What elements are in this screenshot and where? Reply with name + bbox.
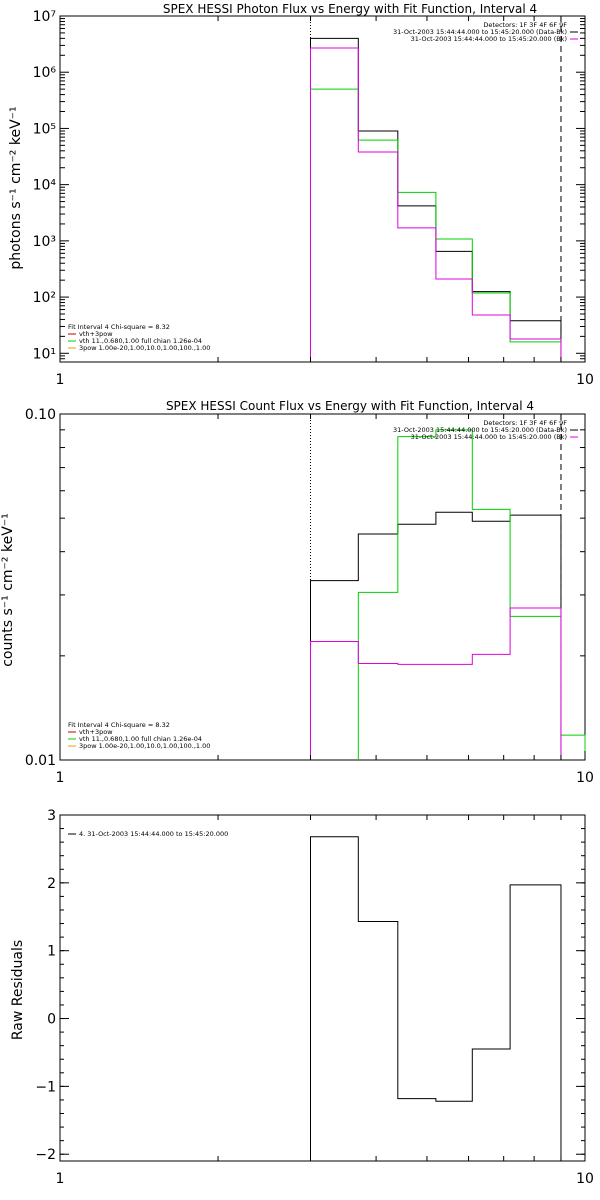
count-flux-panel: SPEX HESSI Count Flux vs Energy with Fit… <box>0 399 594 786</box>
y-tick-label: −2 <box>35 1147 56 1163</box>
y-tick-label: −1 <box>35 1079 56 1095</box>
photon-flux-plot-frame <box>59 15 586 363</box>
legend-entry-text: vth+3pow <box>79 728 113 736</box>
series-0-histogram <box>309 511 562 760</box>
legend-entry-text: Fit Interval 4 Chi-square = 8.32 <box>68 721 170 729</box>
legend-entry-text: 3pow 1.00e-20,1.00,10.0,1.00,100.,1.00 <box>79 742 210 750</box>
residuals-panel: Raw Residuals 1 10 −2 −1 0 1 2 3 4. 31-Oct-2003… <box>10 808 594 1187</box>
y-tick-label: 10⁵ <box>33 121 56 137</box>
y-tick-label: 10¹ <box>33 346 56 362</box>
y-tick-label: 1 <box>47 944 56 960</box>
residuals-legend: 4. 31-Oct-2003 15:44:44.000 to 15:45:20.… <box>68 830 228 838</box>
residuals-ylabel: Raw Residuals <box>10 940 26 1040</box>
series-0-histogram <box>309 836 562 1161</box>
photon-flux-panel: SPEX HESSI Photon Flux vs Energy with Fi… <box>8 2 594 388</box>
series-2-histogram <box>309 47 562 362</box>
count-flux-ylabel: counts s⁻¹ cm⁻² keV⁻¹ <box>0 513 16 667</box>
x-tick-label: 1 <box>56 1171 65 1187</box>
y-tick-label: 3 <box>47 808 56 824</box>
legend-entry-text: vth 11.,0.680,1.00 full chian 1.26e-04 <box>79 337 202 345</box>
count-flux-plot-frame <box>59 413 586 761</box>
y-tick-label: 10³ <box>33 234 56 250</box>
legend-entry-text: vth 11.,0.680,1.00 full chian 1.26e-04 <box>79 735 202 743</box>
series-1-histogram <box>357 429 586 760</box>
legend-entry-text: 3pow 1.00e-20,1.00,10.0,1.00,100.,1.00 <box>79 344 210 352</box>
y-tick-label: 0.01 <box>25 753 56 769</box>
legend-entry-text: 31-Oct-2003 15:44:44.000 to 15:45:20.000… <box>393 28 567 36</box>
y-tick-label: 10⁷ <box>33 9 56 25</box>
y-tick-label: 0 <box>47 1012 56 1028</box>
x-tick-label: 1 <box>56 770 65 786</box>
residuals-plot-frame <box>59 814 586 1162</box>
legend-entry-text: 31-Oct-2003 15:44:44.000 to 15:45:20.000… <box>411 35 567 43</box>
y-tick-label: 10² <box>33 290 56 306</box>
legend-entry-text: Detectors: 1F 3F 4F 6F 9F <box>483 419 567 427</box>
count-flux-legend-bottomleft: Fit Interval 4 Chi-square = 8.32vth+3pow… <box>68 721 210 750</box>
x-tick-label: 10 <box>576 770 594 786</box>
x-tick-label: 1 <box>56 372 65 388</box>
legend-entry-text: 31-Oct-2003 15:44:44.000 to 15:45:20.000… <box>411 433 567 441</box>
y-tick-label: 10⁶ <box>33 65 57 81</box>
count-flux-title: SPEX HESSI Count Flux vs Energy with Fit… <box>166 399 534 413</box>
x-tick-label: 10 <box>576 372 594 388</box>
y-tick-label: 2 <box>47 876 56 892</box>
legend-entry-text: 31-Oct-2003 15:44:44.000 to 15:45:20.000… <box>393 426 567 434</box>
legend-entry-text: Detectors: 1F 3F 4F 6F 9F <box>483 21 567 29</box>
legend-entry-text: vth+3pow <box>79 330 113 338</box>
legend-entry-text: Fit Interval 4 Chi-square = 8.32 <box>68 323 170 331</box>
photon-flux-ylabel: photons s⁻¹ cm⁻² keV⁻¹ <box>8 106 24 269</box>
x-tick-label: 10 <box>576 1171 594 1187</box>
photon-flux-legend-bottomleft: Fit Interval 4 Chi-square = 8.32vth+3pow… <box>68 323 210 352</box>
legend-entry-text: 4. 31-Oct-2003 15:44:44.000 to 15:45:20.… <box>79 830 228 838</box>
photon-flux-title: SPEX HESSI Photon Flux vs Energy with Fi… <box>163 2 537 16</box>
y-tick-label: 10⁴ <box>33 178 57 194</box>
y-tick-label: 0.10 <box>25 407 56 423</box>
series-2-histogram <box>309 607 562 760</box>
